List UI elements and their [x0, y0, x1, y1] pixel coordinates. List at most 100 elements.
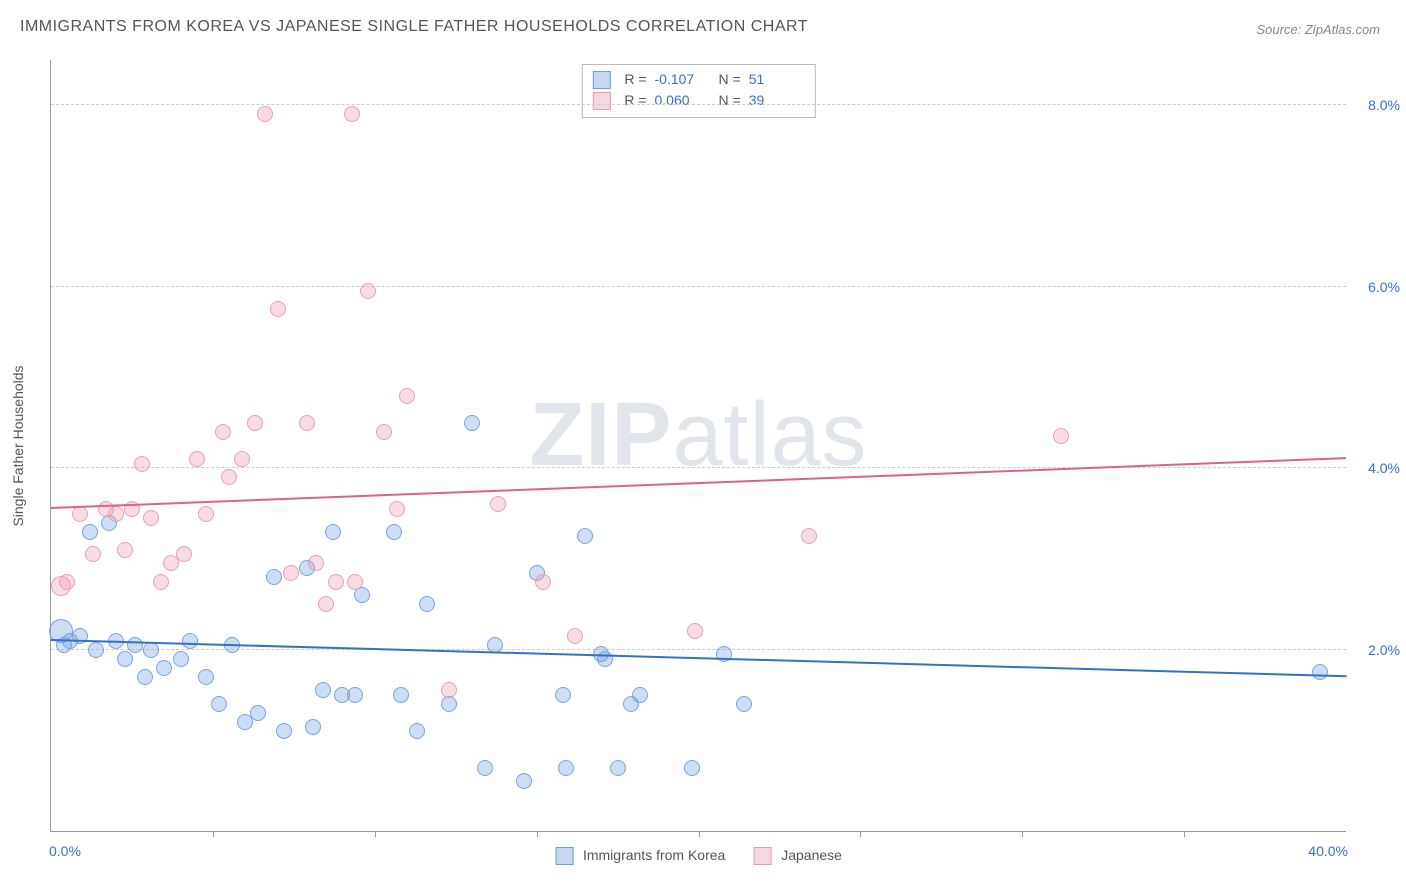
n-value-japanese: 39 [749, 90, 805, 111]
gridline [51, 467, 1346, 468]
scatter-point [198, 669, 214, 685]
n-label: N = [719, 69, 741, 90]
chart-title: IMMIGRANTS FROM KOREA VS JAPANESE SINGLE… [20, 18, 808, 36]
scatter-point [325, 524, 341, 540]
correlation-legend: R = -0.107 N = 51 R = 0.060 N = 39 [581, 64, 815, 118]
scatter-point [137, 669, 153, 685]
scatter-point [270, 301, 286, 317]
scatter-point [250, 705, 266, 721]
scatter-point [221, 469, 237, 485]
scatter-point [1312, 664, 1328, 680]
scatter-point [567, 628, 583, 644]
legend-label: Japanese [781, 847, 842, 863]
scatter-point [211, 696, 227, 712]
scatter-point [176, 546, 192, 562]
scatter-point [215, 424, 231, 440]
scatter-point [399, 388, 415, 404]
scatter-point [347, 687, 363, 703]
scatter-point [610, 760, 626, 776]
xtick [1022, 831, 1023, 837]
scatter-point [143, 510, 159, 526]
xtick [375, 831, 376, 837]
scatter-point [555, 687, 571, 703]
ytick-label: 4.0% [1368, 460, 1400, 476]
swatch-japanese [753, 847, 771, 865]
gridline [51, 104, 1346, 105]
scatter-point [88, 642, 104, 658]
scatter-point [173, 651, 189, 667]
correlation-chart: IMMIGRANTS FROM KOREA VS JAPANESE SINGLE… [0, 0, 1406, 892]
scatter-point [441, 682, 457, 698]
scatter-point [354, 587, 370, 603]
x-max-label: 40.0% [1308, 843, 1348, 859]
scatter-point [1053, 428, 1069, 444]
scatter-point [305, 719, 321, 735]
scatter-point [687, 623, 703, 639]
scatter-point [632, 687, 648, 703]
xtick [213, 831, 214, 837]
scatter-point [189, 451, 205, 467]
gridline [51, 649, 1346, 650]
scatter-point [299, 415, 315, 431]
scatter-point [276, 723, 292, 739]
scatter-point [577, 528, 593, 544]
x-min-label: 0.0% [49, 843, 81, 859]
n-label: N = [719, 90, 741, 111]
scatter-point [198, 506, 214, 522]
watermark: ZIPatlas [529, 384, 867, 487]
scatter-point [108, 506, 124, 522]
scatter-point [801, 528, 817, 544]
watermark-light: atlas [672, 385, 867, 485]
scatter-point [117, 542, 133, 558]
scatter-point [386, 524, 402, 540]
r-value-korea: -0.107 [655, 69, 711, 90]
scatter-point [182, 633, 198, 649]
scatter-point [134, 456, 150, 472]
scatter-point [247, 415, 263, 431]
r-label: R = [624, 69, 646, 90]
trend-line [51, 639, 1346, 677]
scatter-point [558, 760, 574, 776]
watermark-bold: ZIP [529, 385, 672, 485]
scatter-point [490, 496, 506, 512]
scatter-point [234, 451, 250, 467]
scatter-point [516, 773, 532, 789]
scatter-point [318, 596, 334, 612]
scatter-point [153, 574, 169, 590]
scatter-point [85, 546, 101, 562]
scatter-point [127, 637, 143, 653]
xtick [860, 831, 861, 837]
legend-row-korea: R = -0.107 N = 51 [592, 69, 804, 90]
xtick [537, 831, 538, 837]
scatter-point [328, 574, 344, 590]
gridline [51, 286, 1346, 287]
xtick [699, 831, 700, 837]
scatter-point [535, 574, 551, 590]
ytick-label: 2.0% [1368, 642, 1400, 658]
legend-row-japanese: R = 0.060 N = 39 [592, 90, 804, 111]
scatter-point [283, 565, 299, 581]
y-axis-label: Single Father Households [10, 365, 26, 526]
r-value-japanese: 0.060 [655, 90, 711, 111]
scatter-point [684, 760, 700, 776]
xtick [1184, 831, 1185, 837]
swatch-korea [592, 71, 610, 89]
scatter-point [376, 424, 392, 440]
scatter-point [308, 555, 324, 571]
scatter-point [441, 696, 457, 712]
scatter-point [266, 569, 282, 585]
scatter-point [464, 415, 480, 431]
scatter-point [419, 596, 435, 612]
r-label: R = [624, 90, 646, 111]
scatter-point [344, 106, 360, 122]
ytick-label: 8.0% [1368, 97, 1400, 113]
legend-label: Immigrants from Korea [583, 847, 725, 863]
swatch-japanese [592, 92, 610, 110]
scatter-point [257, 106, 273, 122]
scatter-point [315, 682, 331, 698]
scatter-point [736, 696, 752, 712]
scatter-point [360, 283, 376, 299]
scatter-point [393, 687, 409, 703]
ytick-label: 6.0% [1368, 279, 1400, 295]
swatch-korea [555, 847, 573, 865]
